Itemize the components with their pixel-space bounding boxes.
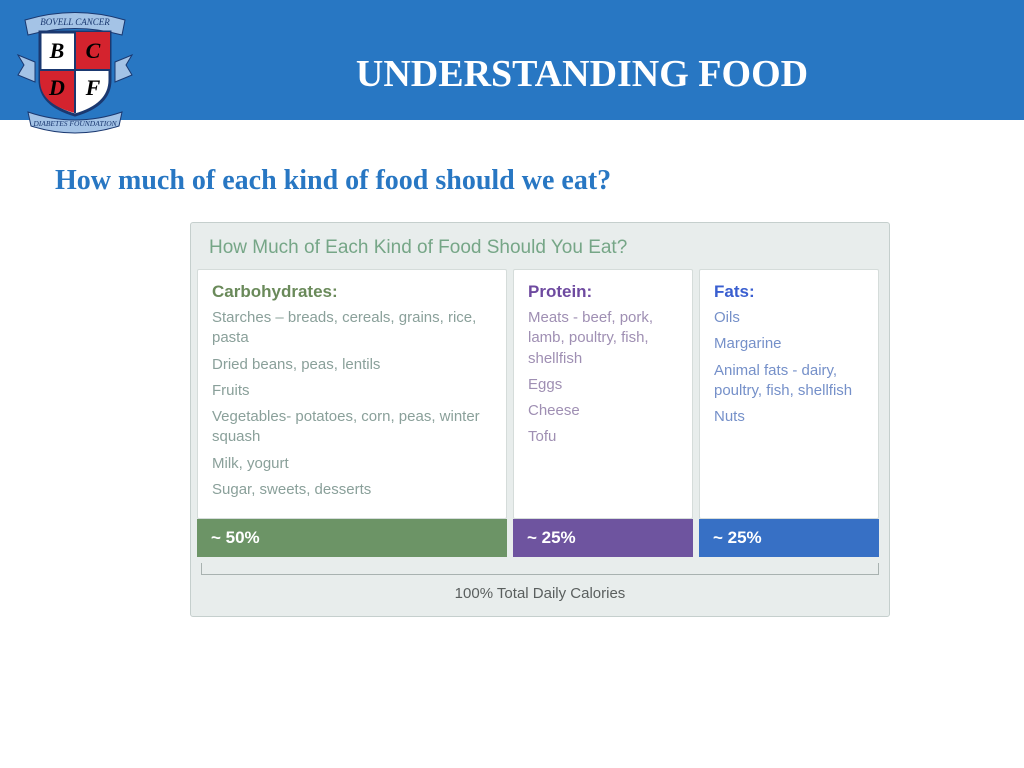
foundation-logo: BOVELL CANCER B C D F DIABETES FOUNDATIO… <box>10 0 140 140</box>
svg-text:C: C <box>86 38 101 63</box>
bar-carbohydrates: ~ 50% <box>197 519 507 557</box>
slide-header: BOVELL CANCER B C D F DIABETES FOUNDATIO… <box>0 0 1024 120</box>
logo-top-text: BOVELL CANCER <box>40 17 110 27</box>
column-protein: Protein: Meats - beef, pork, lamb, poult… <box>513 269 693 519</box>
bar-fats: ~ 25% <box>699 519 879 557</box>
carbs-item: Vegetables- potatoes, corn, peas, winter… <box>212 407 492 448</box>
slide-subtitle: How much of each kind of food should we … <box>55 165 1024 197</box>
column-fats: Fats: Oils Margarine Animal fats - dairy… <box>699 269 879 519</box>
total-bracket <box>201 563 879 575</box>
protein-heading: Protein: <box>528 282 678 302</box>
carbs-item: Milk, yogurt <box>212 454 492 474</box>
protein-item: Cheese <box>528 401 678 421</box>
svg-text:D: D <box>48 75 65 100</box>
percentage-bars: ~ 50% ~ 25% ~ 25% <box>191 519 889 557</box>
carbs-item: Dried beans, peas, lentils <box>212 355 492 375</box>
chart-title: How Much of Each Kind of Food Should You… <box>191 223 889 269</box>
carbs-item: Sugar, sweets, desserts <box>212 480 492 500</box>
carbs-heading: Carbohydrates: <box>212 282 492 302</box>
logo-bottom-text: DIABETES FOUNDATION <box>32 119 117 128</box>
fats-item: Margarine <box>714 334 864 354</box>
bar-protein: ~ 25% <box>513 519 693 557</box>
fats-heading: Fats: <box>714 282 864 302</box>
fats-item: Animal fats - dairy, poultry, fish, shel… <box>714 361 864 402</box>
carbs-item: Fruits <box>212 381 492 401</box>
protein-item: Eggs <box>528 375 678 395</box>
food-proportion-chart: How Much of Each Kind of Food Should You… <box>190 222 890 617</box>
svg-text:B: B <box>49 38 65 63</box>
svg-text:F: F <box>85 75 101 100</box>
protein-item: Meats - beef, pork, lamb, poultry, fish,… <box>528 308 678 369</box>
chart-columns: Carbohydrates: Starches – breads, cereal… <box>191 269 889 519</box>
fats-item: Nuts <box>714 407 864 427</box>
carbs-item: Starches – breads, cereals, grains, rice… <box>212 308 492 349</box>
total-calories-label: 100% Total Daily Calories <box>191 575 889 616</box>
page-title: UNDERSTANDING FOOD <box>0 0 1024 96</box>
protein-item: Tofu <box>528 427 678 447</box>
fats-item: Oils <box>714 308 864 328</box>
column-carbohydrates: Carbohydrates: Starches – breads, cereal… <box>197 269 507 519</box>
